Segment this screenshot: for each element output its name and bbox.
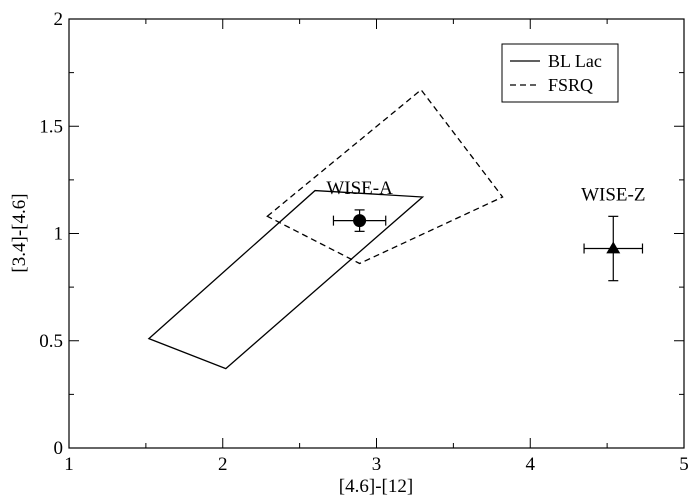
x-tick-label: 3 [372,454,382,475]
legend-box [501,43,619,103]
y-tick-label: 0 [54,438,64,459]
legend: BL Lac FSRQ [501,43,619,103]
regions [147,88,504,370]
wise-a-point-marker [353,214,367,228]
y-tick-label: 0.5 [39,331,63,352]
legend-label-bl-lac: BL Lac [548,51,602,71]
x-tick-label: 1 [64,454,74,475]
wise-z-label: WISE-Z [581,184,645,205]
y-tick-label: 1.5 [39,116,63,137]
wise-z-point-marker [606,241,621,254]
y-axis-label: [3.4]-[4.6] [9,193,30,272]
region-fsrq [266,88,504,265]
x-axis-label: [4.6]-[12] [339,476,413,497]
wise-a-label: WISE-A [326,178,393,199]
x-tick-label: 5 [679,454,689,475]
x-tick-label: 2 [218,454,228,475]
y-tick-label: 2 [54,9,64,30]
data-points: WISE-A WISE-Z [326,178,645,282]
axis-ticks: 1 2 3 4 5 0 0.5 1 1.5 2 [39,9,689,475]
x-tick-label: 4 [526,454,536,475]
y-tick-label: 1 [54,224,64,245]
legend-label-fsrq: FSRQ [548,75,593,95]
region-bl-lac [147,189,425,370]
